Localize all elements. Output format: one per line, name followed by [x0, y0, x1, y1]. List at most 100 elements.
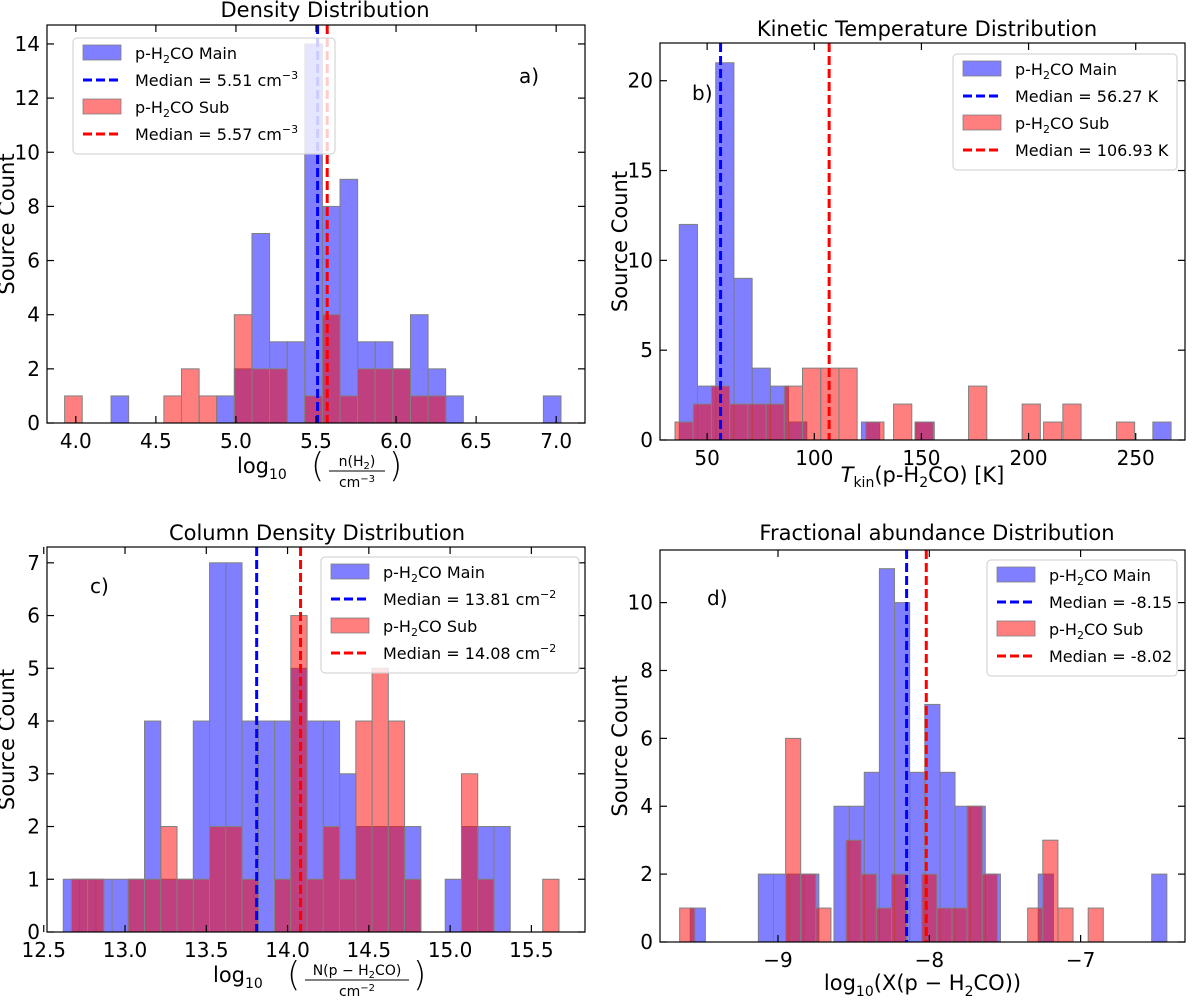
bar-sub	[802, 367, 822, 441]
legend-patch	[82, 98, 122, 115]
y-tick-label: 14	[15, 32, 40, 56]
axes-frame	[659, 42, 1186, 441]
x-tick-label: 200	[1009, 446, 1047, 470]
bar-sub	[176, 878, 194, 933]
y-tick-label: 6	[27, 604, 40, 628]
panel-d: −9 −8 −7 0 2 4 6 8 10 Fractional abundance Distri…	[608, 521, 1186, 1000]
x-label-log: log10	[213, 963, 263, 992]
bar-sub	[192, 878, 211, 933]
bar-sub	[306, 878, 324, 933]
bar-sub	[160, 826, 178, 933]
bar-sub	[477, 878, 495, 933]
legend: p-H2CO Main Median = 56.27 K p-H2CO Sub Med…	[952, 53, 1178, 171]
x-label-paren-left: (	[287, 955, 300, 995]
x-label-text: log10(X(p − H2CO))	[824, 971, 1021, 1000]
y-axis-label: Source Count	[0, 153, 19, 294]
bar-sub	[1087, 907, 1104, 943]
y-tick-label: 2	[27, 357, 40, 381]
legend-label: p-H2CO Main	[383, 563, 485, 585]
x-tick-label: 7.0	[540, 429, 572, 453]
x-label-numerator: n(H2)	[339, 454, 376, 472]
x-tick-label: 5.0	[220, 429, 252, 453]
bar-sub	[387, 720, 406, 933]
bar-sub	[692, 403, 712, 441]
x-label-paren-left: (	[311, 446, 324, 486]
bar-sub	[860, 873, 877, 943]
bar-sub	[747, 403, 767, 441]
bar-sub	[87, 878, 105, 933]
legend-patch	[962, 60, 1002, 77]
legend-label: Median = 106.93 K	[1015, 141, 1169, 160]
bar-sub	[914, 421, 934, 441]
x-tick-label: 14.0	[265, 938, 310, 962]
y-tick-label: 2	[27, 815, 40, 839]
bar-sub	[921, 873, 938, 943]
y-tick-label: 2	[640, 862, 653, 886]
x-tick-label: 150	[902, 446, 940, 470]
bar-main	[542, 395, 562, 424]
x-tick-label: 4.5	[140, 429, 172, 453]
bar-sub	[838, 367, 858, 441]
legend-label: Median = -8.02	[1049, 647, 1172, 666]
x-tick-label: 13.0	[103, 938, 148, 962]
bar-main	[111, 878, 129, 933]
bar-main	[444, 878, 462, 933]
bar-sub	[1042, 839, 1059, 943]
y-tick-label: 3	[27, 762, 40, 786]
legend-label: Median = 14.08 cm−2	[383, 642, 556, 663]
x-tick-label: 6.0	[380, 429, 412, 453]
y-tick-label: 10	[15, 140, 40, 164]
x-tick-label: −8	[915, 948, 944, 972]
bar-sub	[339, 395, 359, 424]
bar-main	[1152, 421, 1172, 441]
bar-sub	[729, 403, 749, 441]
legend: p-H2CO Main Median = -8.15 p-H2CO Sub Media…	[986, 559, 1178, 677]
bar-sub	[371, 667, 389, 933]
bar-sub	[783, 385, 803, 441]
panel-label: a)	[519, 64, 539, 88]
bar-sub	[542, 878, 560, 933]
bar-sub	[1043, 421, 1063, 441]
axes-frame	[46, 546, 586, 933]
x-tick-label: 6.5	[460, 429, 492, 453]
bar-sub	[233, 314, 253, 424]
legend-label: p-H2CO Sub	[1015, 114, 1109, 136]
legend-patch	[962, 114, 1002, 131]
bar-sub	[1027, 907, 1044, 943]
y-tick-label: 8	[27, 194, 40, 218]
y-axis-label: Source Count	[608, 171, 632, 312]
bar-sub	[936, 907, 953, 943]
bar-sub	[404, 878, 422, 933]
y-tick-label: 0	[640, 930, 653, 954]
bar-sub	[865, 421, 885, 441]
legend-label: Median = 5.57 cm−3	[135, 123, 298, 144]
legend-label: p-H2CO Main	[1015, 60, 1117, 82]
bar-sub	[1021, 403, 1041, 441]
x-tick-label: 5.5	[300, 429, 332, 453]
bar-sub	[269, 368, 288, 424]
y-tick-label: 1	[27, 867, 40, 891]
legend-label: Median = 13.81 cm−2	[383, 588, 556, 609]
bar-sub	[198, 395, 218, 424]
bar-sub	[968, 385, 988, 441]
bar-sub	[460, 773, 479, 933]
legend-label: Median = -8.15	[1049, 593, 1172, 612]
bar-main	[257, 720, 276, 933]
bar-sub	[815, 907, 832, 943]
bar-sub	[800, 873, 817, 943]
x-tick-label: 4.0	[60, 429, 92, 453]
legend-box	[952, 53, 1178, 171]
x-tick-label: 15.5	[509, 938, 554, 962]
chart-title: Density Distribution	[220, 0, 429, 22]
x-axis-label: log10 (N(p − H2CO) cm−2)	[213, 955, 426, 1000]
bar-sub	[392, 368, 411, 424]
bar-main	[216, 395, 235, 424]
legend-box	[320, 556, 580, 674]
y-tick-label: 10	[628, 248, 653, 272]
bar-sub	[357, 368, 376, 424]
y-tick-label: 4	[640, 794, 653, 818]
x-label-paren-right: )	[389, 446, 402, 486]
legend-label: Median = 56.27 K	[1015, 87, 1159, 106]
legend-label: p-H2CO Main	[1049, 566, 1151, 588]
